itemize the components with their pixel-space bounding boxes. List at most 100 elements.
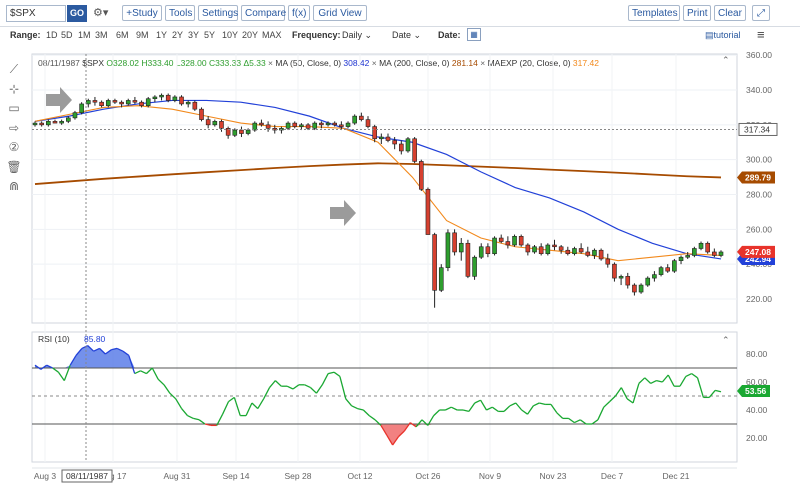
print-button[interactable]: Print: [683, 5, 711, 21]
candle-body: [678, 256, 684, 261]
study-legend-item: MA (50, Close, 0): [275, 58, 344, 68]
range-3m[interactable]: 3M: [95, 30, 108, 40]
settings-button[interactable]: Settings: [198, 5, 238, 21]
rsi-line-segment: [228, 396, 235, 403]
symbol-input[interactable]: [6, 5, 66, 22]
settings-gear-icon[interactable]: ⚙▾: [90, 5, 110, 21]
rsi-line-segment: [245, 402, 253, 416]
rsi-line-segment: [175, 398, 183, 409]
rsi-line-segment: [685, 373, 692, 377]
clear-button[interactable]: Clear: [714, 5, 746, 21]
rsi-line-segment: [52, 367, 59, 373]
rsi-line-segment: [134, 370, 141, 375]
range-3y[interactable]: 3Y: [188, 30, 200, 40]
rsi-line-segment: [345, 398, 353, 407]
range-1m[interactable]: 1M: [78, 30, 91, 40]
candle-body: [125, 100, 131, 105]
range-9m[interactable]: 9M: [136, 30, 149, 40]
rsi-line-segment: [339, 376, 347, 399]
candle-body: [632, 284, 637, 293]
grid-view-button[interactable]: Grid View: [313, 5, 367, 21]
candle-body: [405, 138, 411, 152]
range-6m[interactable]: 6M: [116, 30, 129, 40]
compare-button[interactable]: Compare: [241, 5, 286, 21]
range-1d[interactable]: 1D: [46, 30, 58, 40]
rsi-line-segment: [286, 385, 294, 390]
rsi-line-segment: [315, 384, 323, 394]
go-button[interactable]: GO: [67, 5, 87, 22]
add-study-button[interactable]: +Study: [122, 5, 162, 21]
candle-body: [525, 244, 531, 253]
tutorial-link[interactable]: ▤tutorial: [705, 30, 741, 40]
candle-body: [105, 100, 111, 106]
range-max[interactable]: MAX: [262, 30, 282, 40]
rsi-line-segment: [526, 405, 534, 415]
range-1y[interactable]: 1Y: [156, 30, 168, 40]
candle-body: [305, 124, 311, 129]
rsi-line-segment: [392, 436, 400, 446]
candle-body: [418, 161, 424, 190]
date-select[interactable]: Date ⌄: [392, 30, 422, 40]
rsi-line-segment: [116, 347, 124, 352]
rsi-tick-label: 60.00: [746, 377, 768, 387]
rsi-line-segment: [415, 419, 423, 428]
crosshair-price-label: 317.34: [744, 124, 770, 134]
rsi-line-segment: [63, 364, 71, 381]
rsi-line-segment: [274, 380, 282, 387]
range-20y[interactable]: 20Y: [242, 30, 259, 40]
study-legend-item: 281.14: [451, 58, 481, 68]
templates-button[interactable]: Templates: [628, 5, 680, 21]
candle-body: [625, 276, 631, 286]
chevron-down-icon: ⌄: [411, 30, 422, 40]
rsi-line-segment: [468, 402, 476, 412]
calendar-icon[interactable]: ▦: [467, 28, 481, 41]
range-10y[interactable]: 10Y: [222, 30, 239, 40]
close-icon[interactable]: ×: [371, 58, 380, 68]
candle-body: [92, 100, 98, 103]
rsi-line-segment: [644, 377, 652, 384]
candle-body: [558, 246, 564, 251]
circled-two-icon[interactable]: ②: [8, 140, 20, 154]
candle-body: [379, 136, 384, 140]
candle-body: [498, 237, 504, 242]
rectangle-icon[interactable]: ▭: [8, 101, 20, 115]
last-price-tag-label: 247.08: [745, 247, 771, 257]
ma50-line: [34, 99, 722, 260]
close-icon[interactable]: ×: [480, 58, 488, 68]
candle-body: [472, 256, 477, 277]
range-5d[interactable]: 5D: [61, 30, 73, 40]
expand-icon[interactable]: ⤢: [752, 5, 770, 21]
rsi-title: RSI (10): [38, 334, 70, 344]
candle-body: [658, 267, 664, 275]
rsi-line-segment: [257, 398, 265, 409]
rsi-line-segment: [75, 347, 83, 356]
rsi-line-segment: [445, 406, 452, 411]
arrow-icon[interactable]: ⇨: [8, 120, 20, 135]
maexp20-line: [34, 105, 722, 262]
candle-body: [319, 122, 324, 126]
tools-button[interactable]: Tools: [165, 5, 195, 21]
range-5y[interactable]: 5Y: [204, 30, 216, 40]
trash-icon[interactable]: 🗑: [6, 159, 22, 174]
candle-body: [252, 122, 258, 131]
ma50-price-tag-box: [737, 253, 775, 266]
rsi-line-segment: [374, 419, 382, 426]
menu-icon[interactable]: ≡: [757, 27, 765, 42]
line-draw-icon[interactable]: ⟋: [9, 62, 19, 76]
range-2y[interactable]: 2Y: [172, 30, 184, 40]
price-tick-label: 340.00: [746, 85, 772, 95]
rsi-line-segment: [181, 408, 188, 417]
candle-body: [119, 101, 124, 105]
rsi-line-segment: [216, 413, 224, 426]
crosshair-line-icon[interactable]: ⊹: [8, 81, 20, 96]
rsi-line-segment: [691, 373, 698, 379]
magnet-icon[interactable]: ⋒: [8, 179, 20, 193]
candle-body: [465, 242, 471, 277]
fx-button[interactable]: f(x): [288, 5, 310, 21]
frequency-select[interactable]: Daily ⌄: [342, 30, 373, 40]
rsi-line-segment: [421, 419, 429, 426]
candle-body: [46, 121, 51, 126]
rsi-line-segment: [122, 350, 130, 356]
study-legend-item: $SPX: [82, 58, 107, 68]
candle-body: [39, 122, 44, 126]
